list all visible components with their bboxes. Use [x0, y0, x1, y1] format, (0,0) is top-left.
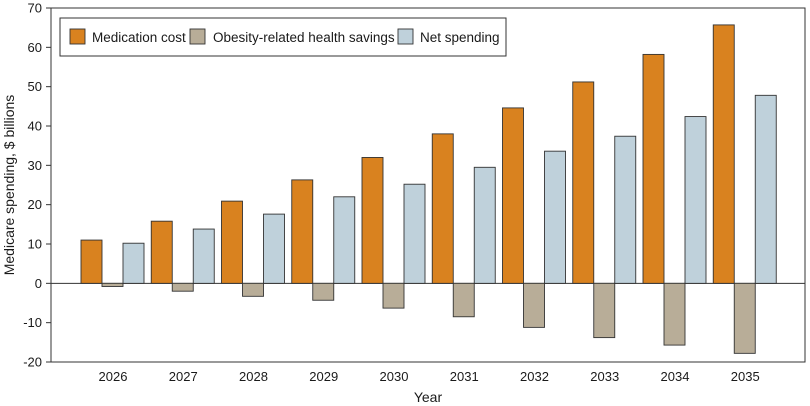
x-tick-label: 2033 [590, 369, 619, 384]
x-tick-label: 2034 [661, 369, 690, 384]
bar-medication-cost [221, 200, 243, 284]
bar-health-savings [593, 282, 616, 339]
legend-label: Obesity-related health savings [213, 30, 395, 45]
legend-swatch [397, 28, 414, 45]
bar-health-savings [171, 282, 194, 292]
bar-medication-cost [642, 53, 665, 284]
y-axis-label: Medicare spending, $ billions [1, 95, 17, 276]
bar-health-savings [242, 282, 264, 297]
bar-net-spending [754, 94, 777, 284]
bar-net-spending [122, 242, 145, 284]
bar-medication-cost [431, 133, 454, 284]
bar-medication-cost [572, 81, 595, 284]
bar-health-savings [312, 282, 335, 301]
bar-medication-cost [80, 239, 103, 284]
x-axis-label: Year [414, 389, 443, 405]
y-tick-label: 20 [28, 197, 42, 212]
bar-net-spending [192, 228, 215, 284]
y-tick-label: 70 [28, 1, 42, 16]
y-tick-label: 0 [35, 276, 42, 291]
legend-swatch [189, 28, 206, 45]
bar-health-savings [733, 282, 756, 354]
bar-medication-cost [150, 220, 173, 284]
x-tick-label: 2031 [450, 369, 479, 384]
y-axis: -20 -10 0 10 20 30 40 50 60 70 [23, 1, 51, 370]
y-tick-label: -20 [23, 355, 42, 370]
bar-net-spending [333, 196, 356, 284]
x-tick-label: 2032 [520, 369, 549, 384]
bar-medication-cost [291, 179, 314, 284]
bar-net-spending [614, 135, 637, 284]
x-tick-label: 2035 [731, 369, 760, 384]
bar-health-savings [663, 282, 686, 346]
y-tick-label: -10 [23, 315, 42, 330]
bar-net-spending [403, 183, 426, 284]
bar-health-savings [382, 282, 405, 309]
y-tick-label: 50 [28, 79, 42, 94]
bar-medication-cost [712, 24, 735, 284]
x-tick-label: 2028 [239, 369, 268, 384]
bar-medication-cost [502, 107, 524, 284]
bar-net-spending [263, 213, 285, 284]
x-tick-label: 2029 [309, 369, 338, 384]
x-tick-label: 2027 [169, 369, 198, 384]
bar-net-spending [544, 150, 566, 284]
x-tick-label: 2030 [380, 369, 409, 384]
bar-medication-cost [361, 157, 384, 284]
y-tick-label: 60 [28, 40, 42, 55]
legend-label: Medication cost [92, 30, 186, 45]
bar-health-savings [452, 282, 475, 318]
legend: Medication cost Obesity-related health sa… [59, 17, 507, 57]
bar-health-savings [101, 282, 124, 287]
bar-health-savings [523, 282, 545, 328]
y-tick-label: 40 [28, 119, 42, 134]
legend-swatch [69, 28, 86, 45]
legend-label: Net spending [420, 30, 500, 45]
y-tick-label: 10 [28, 237, 42, 252]
bar-series [80, 24, 777, 354]
x-axis: 2026 2027 2028 2029 2030 2031 2032 2033 2034 2035 [99, 369, 760, 384]
bar-net-spending [684, 116, 707, 284]
legend-box [59, 17, 507, 57]
bar-net-spending [473, 166, 496, 284]
x-tick-label: 2026 [99, 369, 128, 384]
y-tick-label: 30 [28, 158, 42, 173]
